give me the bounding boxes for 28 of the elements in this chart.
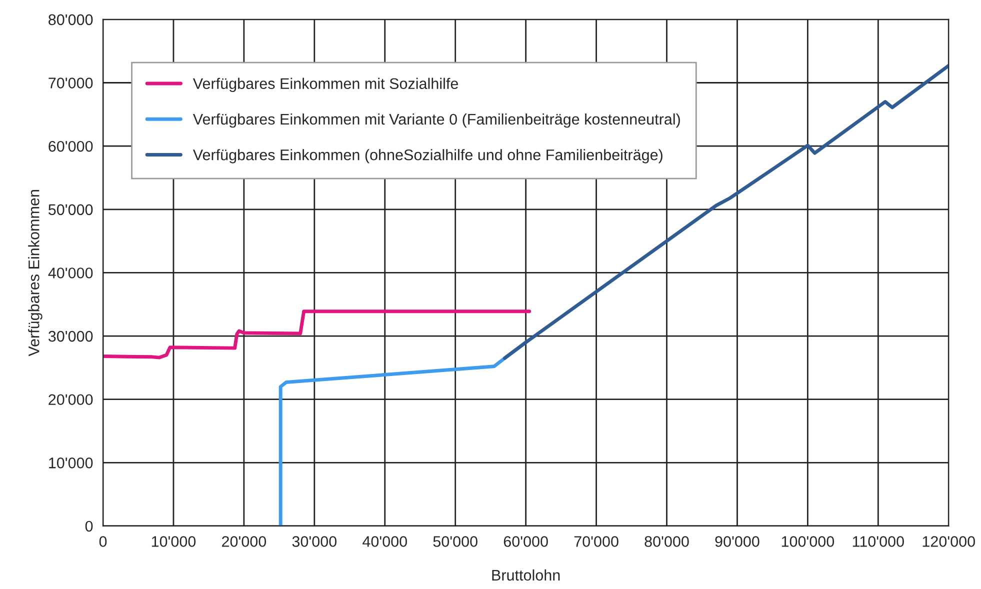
x-tick-label: 70'000 (574, 536, 618, 547)
x-tick-label: 20'000 (222, 536, 266, 547)
x-tick-label: 60'000 (504, 536, 548, 547)
y-tick-label: 50'000 (48, 204, 93, 216)
y-tick-label: 20'000 (48, 394, 93, 406)
y-tick-label: 40'000 (48, 268, 93, 278)
x-tick-label: 50'000 (433, 536, 478, 547)
line-series (103, 310, 532, 360)
x-tick-label: 90'000 (715, 536, 760, 547)
y-tick-label: 10'000 (49, 458, 93, 468)
legend-label: Verfügbares Einkommen mit Sozialhilfe (192, 78, 458, 92)
legend-label: Verfügbares Einkommen mit Variante 0 (Familienbeiträge kostenneutral) (192, 113, 680, 128)
x-axis-title: Bruttolohn (492, 569, 560, 581)
x-tick-label: 10'000 (152, 536, 196, 547)
x-tick-label: 30'000 (292, 536, 337, 547)
x-tick-label: 80'000 (644, 536, 689, 547)
y-tick-label: 80'000 (48, 14, 93, 26)
y-tick-label: 60'000 (48, 140, 93, 152)
x-tick-label: 110'000 (852, 536, 904, 547)
x-tick-label: 100'000 (782, 536, 834, 547)
x-tick-label: 0 (99, 536, 107, 547)
x-tick-label: 40'000 (362, 536, 407, 547)
y-tick-label: 30'000 (48, 330, 93, 342)
legend-label: Verfügbares Einkommen (ohneSozialhilfe und ohne Familienbeiträge) (192, 149, 662, 164)
y-tick-label: 0 (85, 520, 93, 532)
x-tick-label: 120'000 (922, 536, 975, 547)
y-axis-title: Verfügbares Einkommen (28, 190, 42, 356)
y-tick-label: 70'000 (48, 78, 93, 88)
